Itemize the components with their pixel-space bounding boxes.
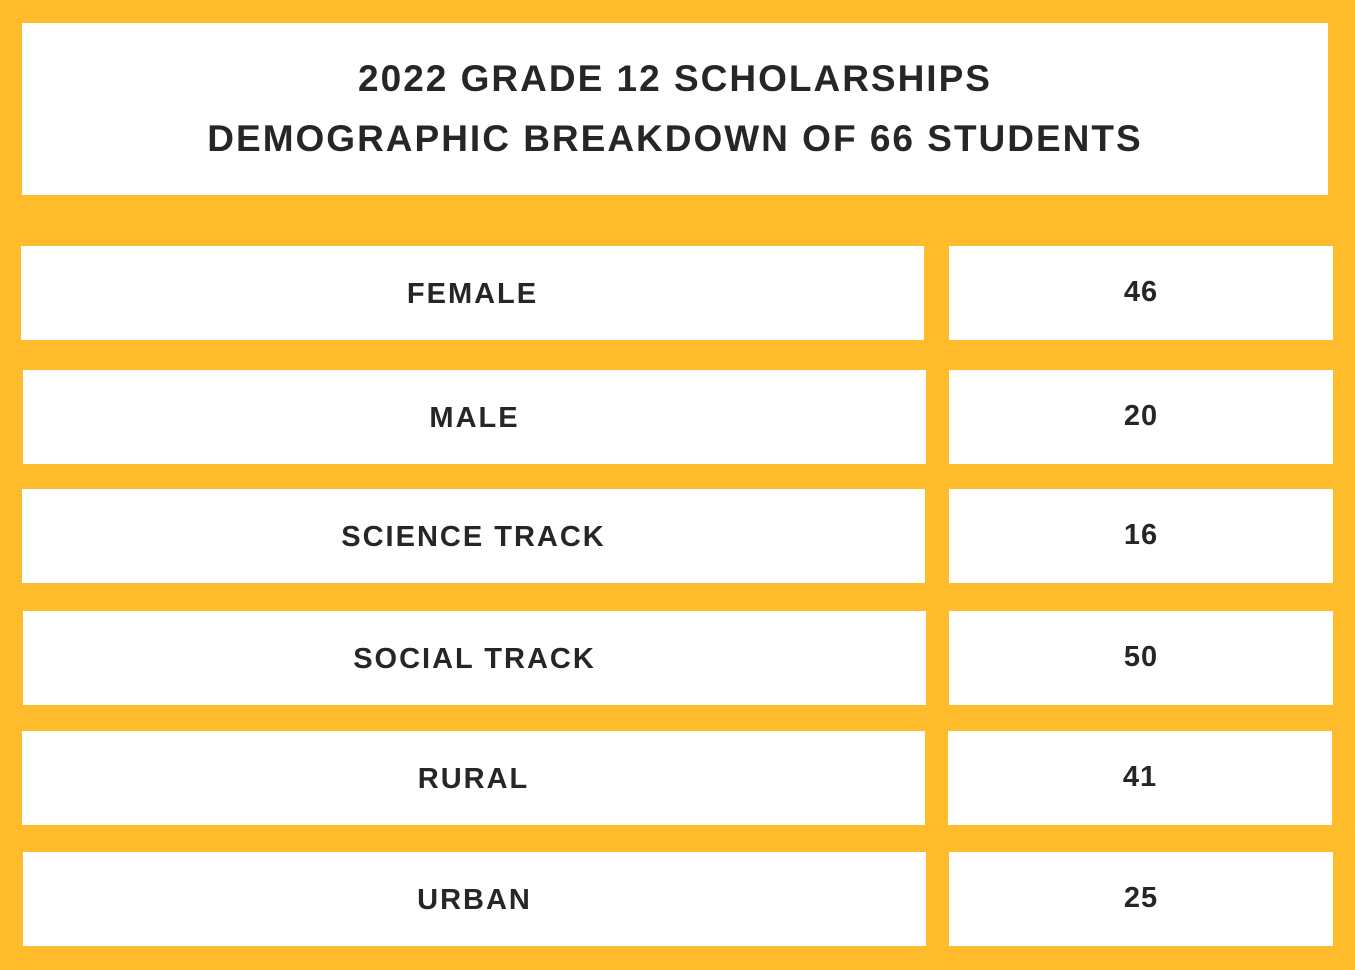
row-value-rural: 41 <box>948 731 1332 825</box>
row-value-urban: 25 <box>949 852 1333 946</box>
row-label-urban: URBAN <box>23 852 926 946</box>
row-value-social-track: 50 <box>949 611 1333 705</box>
row-label-male: MALE <box>23 370 926 464</box>
row-label-rural: RURAL <box>22 731 925 825</box>
row-label-science-track: SCIENCE TRACK <box>22 489 925 583</box>
chart-subtitle: DEMOGRAPHIC BREAKDOWN OF 66 STUDENTS <box>207 118 1143 159</box>
row-label-social-track: SOCIAL TRACK <box>23 611 926 705</box>
row-label-female: FEMALE <box>21 246 924 340</box>
chart-title: 2022 GRADE 12 SCHOLARSHIPS <box>358 58 992 99</box>
row-value-male: 20 <box>949 370 1333 464</box>
title-panel: 2022 GRADE 12 SCHOLARSHIPS DEMOGRAPHIC B… <box>22 23 1328 195</box>
row-value-female: 46 <box>949 246 1333 340</box>
row-value-science-track: 16 <box>949 489 1333 583</box>
